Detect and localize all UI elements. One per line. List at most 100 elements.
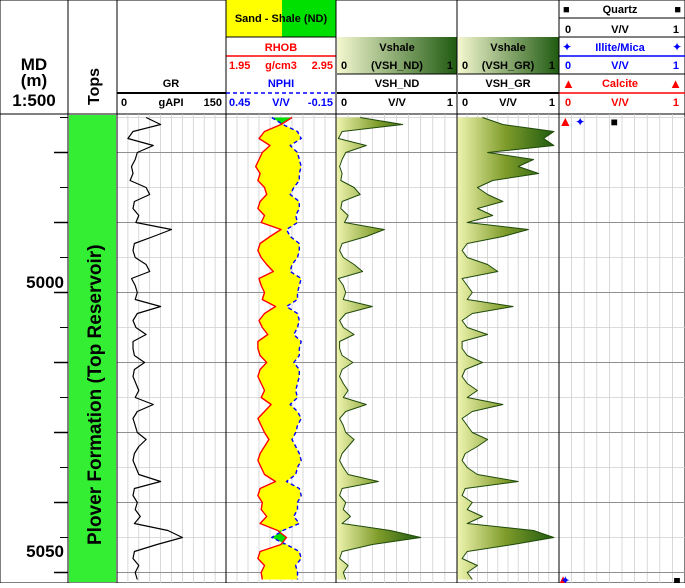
quartz-symbol-left: ■ bbox=[563, 4, 570, 16]
shale-fill-legend bbox=[282, 0, 336, 37]
vsh-gr-unit: V/V bbox=[499, 97, 517, 109]
depth-scale: 5000 5050 bbox=[26, 273, 64, 561]
depth-label-5000: 5000 bbox=[26, 273, 64, 292]
vsh-nd-name: VSH_ND bbox=[375, 78, 420, 90]
nd-fill-segment bbox=[257, 488, 302, 496]
tops-header: Tops bbox=[86, 68, 103, 105]
vsh-gr-max: 1 bbox=[549, 97, 555, 109]
nd-fill-segment bbox=[259, 271, 302, 279]
nd-fill-segment bbox=[259, 313, 300, 321]
illite-symbol-left: ✦ bbox=[562, 40, 572, 54]
md-title: MD bbox=[21, 55, 47, 74]
sand-shale-label: Sand - Shale (ND) bbox=[235, 13, 328, 25]
quartz-symbol-right: ■ bbox=[674, 4, 681, 16]
vsh-nd-fill-legend bbox=[337, 37, 457, 74]
nd-fill-segment bbox=[260, 516, 300, 524]
nd-fill-segment bbox=[259, 138, 302, 146]
nphi-min: 0.45 bbox=[229, 97, 250, 109]
illite-header: ✦ Illite/Mica ✦ 0 V/V 1 bbox=[559, 40, 685, 72]
nd-fill-segment bbox=[264, 124, 298, 132]
nd-fill-segment bbox=[259, 131, 302, 139]
nd-fill-segment bbox=[260, 362, 300, 370]
formation-name: Plover Formation (Top Reservoir) bbox=[85, 244, 106, 545]
nd-fill-segment bbox=[262, 327, 298, 335]
vsh-nd-fill bbox=[336, 117, 421, 580]
vsh-nd-range-max: 1 bbox=[447, 60, 453, 72]
calcite-max: 1 bbox=[673, 97, 679, 109]
nd-fill-segment bbox=[257, 208, 300, 216]
nd-fill-segment bbox=[264, 432, 296, 440]
nd-fill-segment bbox=[257, 453, 302, 461]
illite-unit: V/V bbox=[611, 60, 629, 72]
vsh-gr-range-curve: (VSH_GR) bbox=[482, 60, 535, 72]
vsh-nd-range-min: 0 bbox=[341, 60, 347, 72]
rhob-min: 1.95 bbox=[229, 60, 250, 72]
nd-fill-segment bbox=[271, 530, 287, 538]
nd-fill-segment bbox=[261, 425, 298, 433]
nd-fill-segment bbox=[257, 369, 300, 377]
nd-fill-layer bbox=[255, 117, 302, 580]
nd-fill-segment bbox=[261, 397, 298, 405]
gr-unit: gAPI bbox=[158, 97, 183, 109]
vsh-nd-min: 0 bbox=[341, 97, 347, 109]
vsh-gr-fill bbox=[457, 117, 554, 580]
rhob-curve bbox=[254, 116, 293, 580]
rhob-max: 2.95 bbox=[312, 60, 333, 72]
nd-fill-segment bbox=[259, 278, 302, 286]
vsh-nd-max: 1 bbox=[447, 97, 453, 109]
illite-mica-marker: ✦ bbox=[560, 574, 570, 584]
quartz-header: ■ Quartz ■ 0 V/V 1 bbox=[559, 4, 685, 36]
quartz-unit: V/V bbox=[611, 24, 629, 36]
nd-fill-segment bbox=[270, 229, 291, 237]
vsh-gr-range-max: 1 bbox=[549, 60, 555, 72]
nphi-curve bbox=[271, 116, 302, 580]
nphi-max: -0.15 bbox=[308, 97, 333, 109]
nd-fill-segment bbox=[260, 523, 300, 531]
quartz-name: Quartz bbox=[603, 4, 638, 16]
rhob-unit: g/cm3 bbox=[265, 60, 297, 72]
nphi-name: NPHI bbox=[268, 78, 294, 90]
log-body: ▲ ✦ ■▲✦ ■ Plover Formation (Top Reservoir) … bbox=[0, 113, 685, 588]
nd-fill-segment bbox=[271, 117, 292, 125]
curve-layer bbox=[127, 116, 555, 580]
calcite-symbol-left: ▲ bbox=[562, 76, 575, 91]
nd-fill-segment bbox=[262, 145, 298, 153]
nd-fill-segment bbox=[257, 376, 300, 384]
vsh-gr-fill-label: Vshale bbox=[490, 42, 525, 54]
nd-fill-segment bbox=[259, 152, 300, 160]
illite-mica-marker: ✦ bbox=[575, 115, 585, 129]
nd-fill-segment bbox=[264, 404, 298, 412]
nd-fill-segment bbox=[257, 551, 302, 559]
nd-fill-segment bbox=[260, 236, 300, 244]
md-unit: (m) bbox=[21, 71, 47, 90]
calcite-min: 0 bbox=[565, 97, 571, 109]
log-header: MD (m) 1:500 Tops GR 0 gAPI 150 Sand - S… bbox=[0, 0, 685, 115]
quartz-marker: ■ bbox=[611, 115, 618, 129]
vsh-gr-fill-legend bbox=[458, 37, 559, 74]
nd-fill-segment bbox=[257, 495, 302, 503]
calcite-header: ▲ Calcite ▲ 0 V/V 1 bbox=[559, 76, 685, 109]
nd-fill-segment bbox=[261, 565, 298, 573]
vsh-gr-range-min: 0 bbox=[462, 60, 468, 72]
nd-fill-segment bbox=[261, 390, 298, 398]
nd-fill-segment bbox=[260, 446, 300, 454]
illite-max: 1 bbox=[673, 60, 679, 72]
quartz-max: 1 bbox=[673, 24, 679, 36]
sand-fill-legend bbox=[226, 0, 282, 37]
nd-fill-segment bbox=[261, 502, 298, 510]
nphi-unit: V/V bbox=[272, 97, 290, 109]
vshale-fill-layer bbox=[336, 117, 554, 580]
nd-fill-segment bbox=[266, 264, 292, 272]
gr-max: 150 bbox=[204, 97, 222, 109]
vsh-nd-range-curve: (VSH_ND) bbox=[371, 60, 423, 72]
calcite-marker: ▲ bbox=[558, 113, 572, 129]
nd-fill-segment bbox=[261, 215, 298, 223]
nd-fill-segment bbox=[264, 474, 296, 482]
nd-fill-segment bbox=[262, 292, 298, 300]
nd-fill-segment bbox=[260, 194, 300, 202]
quartz-min: 0 bbox=[565, 24, 571, 36]
vsh-gr-curve bbox=[461, 117, 555, 580]
gr-name: GR bbox=[163, 78, 180, 90]
gr-min: 0 bbox=[121, 97, 127, 109]
nd-fill-segment bbox=[257, 418, 302, 426]
